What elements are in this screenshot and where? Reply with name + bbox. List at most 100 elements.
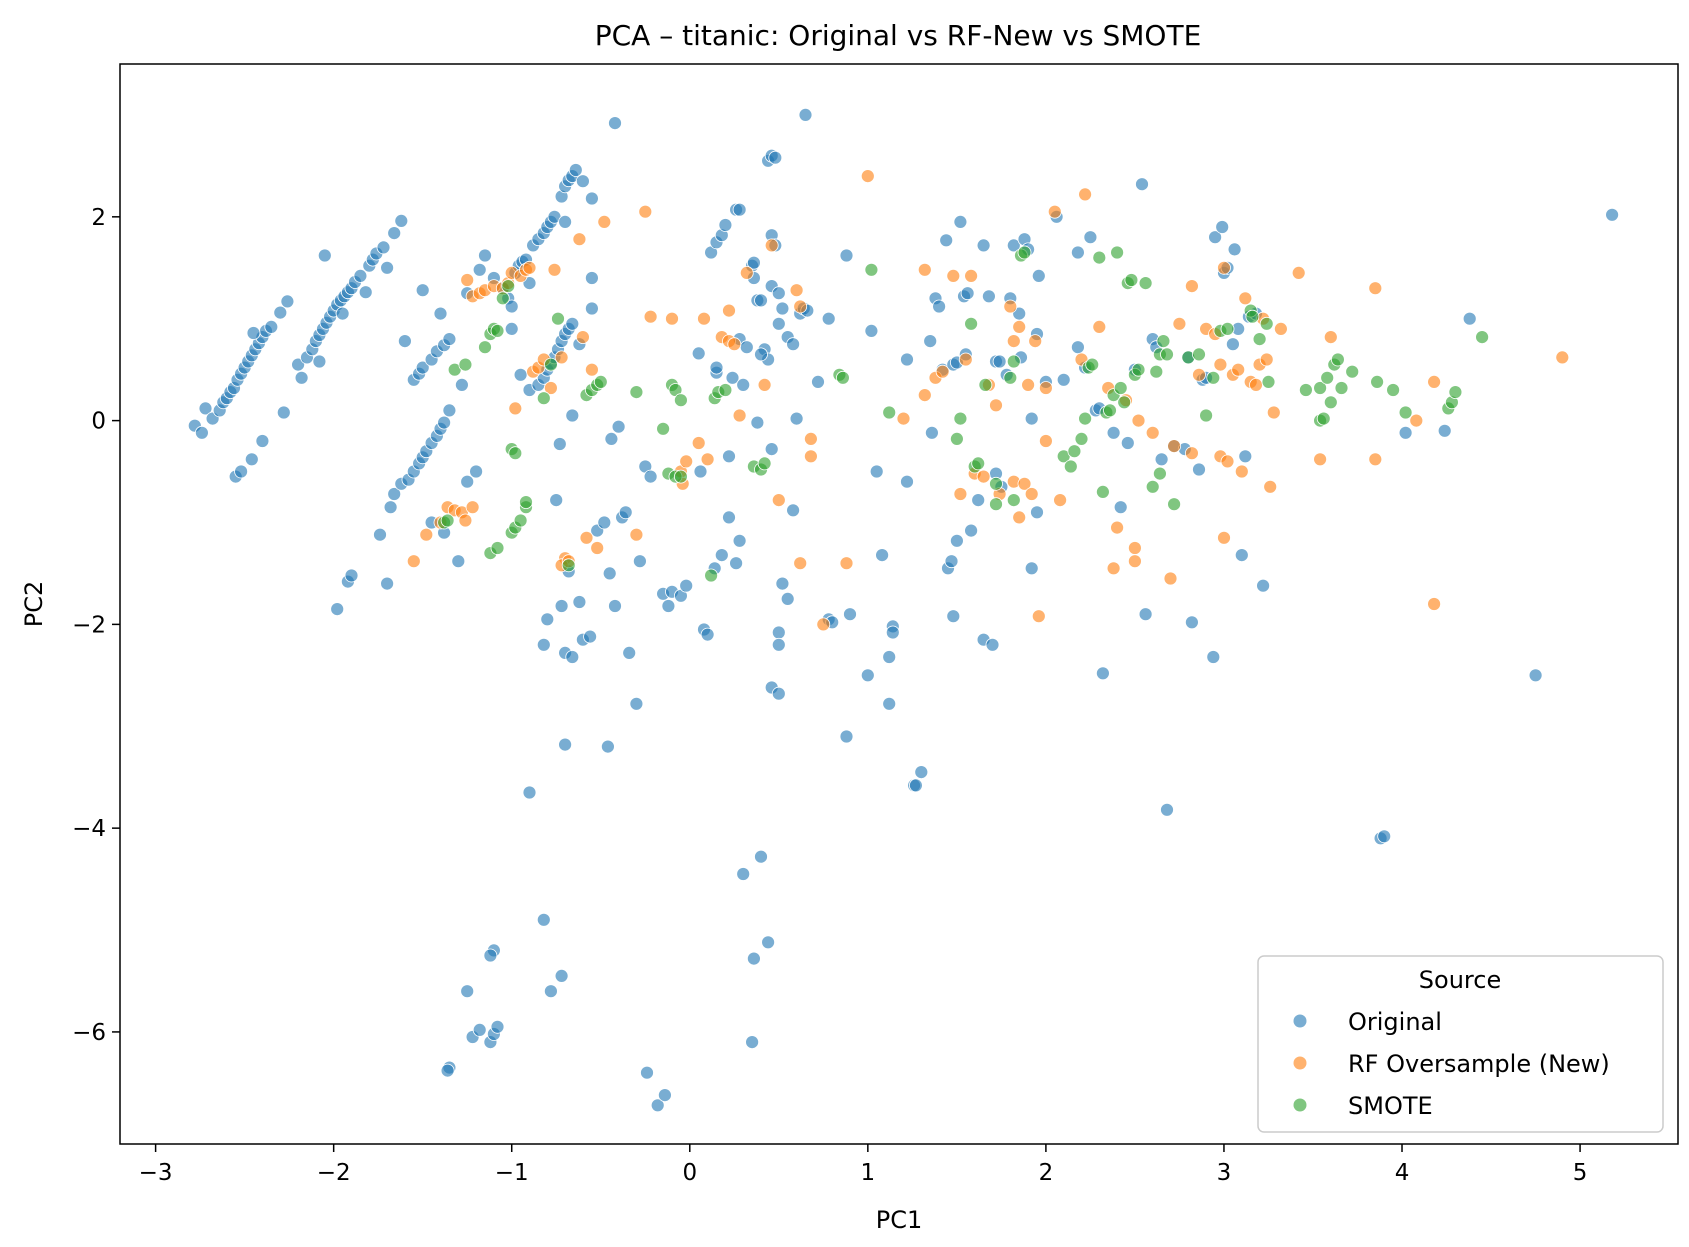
data-point bbox=[1160, 802, 1174, 817]
data-point bbox=[1172, 316, 1187, 331]
data-point bbox=[816, 617, 831, 632]
data-point bbox=[739, 340, 754, 355]
data-point bbox=[554, 969, 569, 983]
data-point bbox=[437, 415, 452, 430]
data-point bbox=[442, 403, 457, 418]
data-point bbox=[522, 260, 537, 275]
data-point bbox=[1039, 381, 1053, 395]
data-point bbox=[1145, 479, 1160, 494]
data-point bbox=[1078, 187, 1092, 202]
data-point bbox=[629, 385, 644, 400]
data-point bbox=[504, 299, 519, 314]
data-point bbox=[264, 319, 279, 334]
data-point bbox=[1266, 405, 1281, 420]
chart-title: PCA – titanic: Original vs RF-New vs SMO… bbox=[595, 19, 1202, 52]
data-point bbox=[1185, 615, 1199, 630]
data-point bbox=[478, 248, 492, 263]
data-point bbox=[935, 364, 950, 379]
data-point bbox=[344, 568, 359, 583]
data-point bbox=[882, 696, 897, 711]
data-point bbox=[565, 316, 580, 331]
data-point bbox=[608, 116, 622, 130]
data-point bbox=[843, 607, 857, 622]
data-point bbox=[460, 273, 475, 287]
data-point bbox=[244, 452, 259, 467]
data-point bbox=[1024, 411, 1039, 426]
data-point bbox=[380, 260, 395, 275]
data-point bbox=[1003, 299, 1018, 314]
data-point bbox=[964, 316, 978, 331]
data-point bbox=[917, 262, 932, 277]
data-point bbox=[747, 255, 761, 270]
data-point bbox=[1063, 459, 1078, 474]
data-point bbox=[1249, 377, 1263, 392]
data-point bbox=[312, 354, 327, 369]
data-point bbox=[522, 785, 537, 800]
data-point bbox=[658, 1088, 672, 1102]
data-point bbox=[650, 1098, 665, 1113]
data-point bbox=[1427, 597, 1441, 611]
data-point bbox=[1117, 395, 1132, 410]
data-point bbox=[1185, 279, 1199, 294]
data-point bbox=[700, 627, 715, 642]
data-point bbox=[1259, 352, 1274, 367]
data-point bbox=[558, 737, 572, 752]
data-point bbox=[839, 248, 854, 263]
data-point bbox=[1475, 330, 1489, 345]
data-point bbox=[693, 464, 708, 479]
data-point bbox=[1085, 357, 1100, 372]
data-point bbox=[469, 464, 484, 479]
data-point bbox=[971, 456, 986, 471]
data-point bbox=[732, 533, 747, 548]
data-point bbox=[946, 609, 961, 624]
data-point bbox=[656, 421, 670, 436]
y-tick-label: −6 bbox=[72, 1020, 106, 1046]
data-point bbox=[458, 357, 473, 372]
data-point bbox=[739, 265, 754, 280]
data-point bbox=[1024, 487, 1039, 501]
data-point bbox=[860, 668, 875, 683]
data-point bbox=[601, 739, 615, 754]
data-point bbox=[1113, 381, 1128, 395]
data-point bbox=[276, 405, 291, 420]
plot-frame bbox=[119, 63, 1679, 1145]
data-point bbox=[194, 425, 209, 440]
data-point bbox=[419, 527, 434, 542]
data-point bbox=[754, 347, 768, 362]
data-point bbox=[1067, 444, 1082, 459]
data-point bbox=[1153, 466, 1167, 481]
data-point bbox=[761, 935, 775, 950]
data-point bbox=[793, 556, 808, 571]
data-point bbox=[932, 299, 946, 314]
data-point bbox=[565, 650, 580, 664]
data-point bbox=[554, 599, 569, 613]
data-point bbox=[953, 411, 968, 426]
data-point bbox=[691, 436, 706, 450]
data-point bbox=[585, 271, 599, 285]
data-point bbox=[896, 411, 911, 426]
data-point bbox=[465, 500, 480, 515]
data-point bbox=[280, 294, 295, 309]
legend-marker-rf-oversample bbox=[1293, 1056, 1307, 1070]
data-point bbox=[583, 629, 597, 644]
data-point bbox=[1192, 462, 1206, 477]
data-point bbox=[1206, 370, 1221, 385]
data-point bbox=[976, 469, 991, 484]
data-point bbox=[618, 505, 633, 520]
data-point bbox=[387, 487, 402, 501]
data-point bbox=[860, 169, 875, 184]
data-point bbox=[679, 454, 694, 469]
data-point bbox=[771, 316, 786, 331]
data-point bbox=[747, 951, 761, 966]
data-point bbox=[1368, 281, 1383, 296]
data-point bbox=[1217, 530, 1231, 545]
data-point bbox=[718, 218, 733, 232]
data-point bbox=[786, 503, 800, 518]
x-axis: −3 −2 −1 0 1 2 3 4 5 bbox=[139, 1144, 1587, 1186]
data-point bbox=[1092, 250, 1107, 265]
data-point bbox=[821, 311, 836, 326]
data-point bbox=[1213, 357, 1228, 372]
x-tick-label: 3 bbox=[1217, 1160, 1232, 1186]
data-point bbox=[483, 948, 498, 963]
data-point bbox=[771, 286, 786, 301]
